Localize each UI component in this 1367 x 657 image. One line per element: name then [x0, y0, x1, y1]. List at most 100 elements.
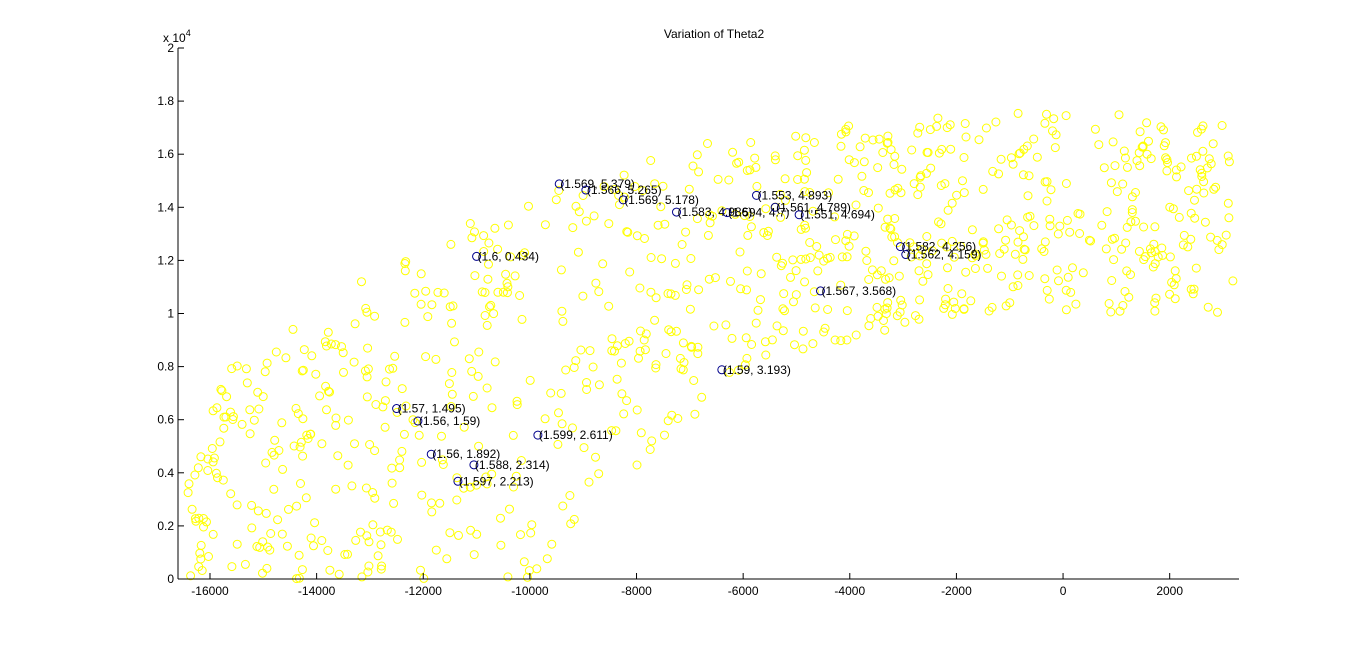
- yellow-point: [1159, 141, 1169, 151]
- yellow-point: [805, 188, 815, 197]
- yellow-point: [191, 516, 201, 526]
- yellow-point: [569, 363, 579, 372]
- yellow-point: [211, 468, 221, 478]
- yellow-point: [632, 405, 642, 415]
- yellow-point: [362, 392, 372, 402]
- annotated-point: [554, 179, 564, 189]
- yellow-point: [582, 385, 592, 394]
- yellow-point: [1157, 243, 1167, 253]
- yellow-point: [565, 491, 575, 500]
- yellow-point: [1090, 124, 1100, 134]
- yellow-point: [650, 179, 660, 189]
- yellow-point: [981, 249, 991, 259]
- yellow-point: [793, 151, 803, 161]
- yellow-point: [397, 446, 407, 456]
- yellow-point: [622, 396, 632, 406]
- yellow-point: [437, 431, 446, 441]
- yellow-point: [660, 219, 670, 229]
- yellow-point: [215, 437, 225, 447]
- yellow-point: [970, 264, 980, 273]
- yellow-point: [1217, 121, 1227, 130]
- yellow-point: [473, 371, 483, 381]
- yellow-point: [452, 473, 462, 483]
- yellow-point: [999, 244, 1009, 254]
- yellow-point: [467, 233, 477, 243]
- yellow-point: [1106, 307, 1116, 317]
- yellow-point: [1025, 211, 1035, 221]
- yellow-point: [801, 133, 811, 143]
- yellow-point: [612, 374, 622, 384]
- yellow-point: [368, 488, 378, 497]
- yellow-point: [1115, 306, 1125, 316]
- yellow-point: [830, 212, 840, 222]
- yellow-point: [594, 380, 604, 390]
- yellow-point: [190, 470, 200, 480]
- yellow-point: [690, 409, 700, 419]
- yellow-point: [686, 341, 696, 351]
- yellow-point: [994, 169, 1004, 179]
- yellow-point: [331, 340, 340, 350]
- yellow-point: [645, 445, 655, 454]
- yellow-point: [503, 572, 513, 582]
- yellow-point: [1050, 143, 1060, 153]
- yellow-point: [959, 304, 969, 314]
- yellow-point: [294, 573, 304, 583]
- yellow-point: [1094, 140, 1104, 150]
- yellow-point: [479, 231, 489, 241]
- yellow-point: [1023, 191, 1033, 201]
- yellow-point: [995, 249, 1005, 258]
- yellow-point: [1108, 137, 1118, 147]
- yellow-point: [1062, 215, 1072, 225]
- yellow-point: [689, 376, 699, 385]
- yellow-point: [459, 483, 469, 493]
- yellow-point: [183, 488, 193, 498]
- yellow-point: [657, 254, 667, 264]
- yellow-point: [873, 311, 883, 321]
- yellow-point: [370, 493, 380, 503]
- yellow-point: [713, 174, 723, 184]
- annotated-point: [413, 416, 423, 426]
- yellow-point: [416, 299, 426, 309]
- yellow-point: [1193, 127, 1202, 137]
- yellow-point: [947, 309, 957, 319]
- yellow-point: [971, 251, 980, 261]
- yellow-point: [640, 345, 650, 355]
- yellow-point: [1190, 195, 1199, 205]
- yellow-point: [581, 216, 591, 226]
- yellow-point: [1040, 237, 1050, 247]
- yellow-point: [922, 232, 932, 241]
- yellow-point: [438, 460, 448, 469]
- yellow-point: [651, 363, 661, 373]
- yellow-point: [909, 242, 919, 252]
- yellow-point: [442, 554, 452, 564]
- yellow-point: [960, 119, 970, 128]
- yellow-point: [566, 519, 576, 529]
- yellow-point: [896, 188, 906, 198]
- yellow-point: [347, 481, 357, 491]
- yellow-point: [926, 163, 936, 173]
- yellow-point: [512, 400, 522, 410]
- point-label: (1.583, 4.986): [678, 205, 753, 219]
- yellow-point: [1110, 233, 1120, 243]
- yellow-point: [1127, 205, 1137, 215]
- annotated-point: [469, 460, 479, 470]
- yellow-point: [450, 337, 459, 347]
- yellow-point: [1156, 122, 1166, 132]
- yellow-point: [1211, 182, 1221, 192]
- x-tick-label: -12000: [405, 584, 443, 598]
- yellow-point: [762, 231, 772, 240]
- yellow-point: [278, 464, 288, 474]
- yellow-point: [242, 378, 252, 388]
- yellow-point: [1203, 302, 1213, 312]
- yellow-point: [502, 278, 512, 288]
- yellow-point: [763, 226, 773, 236]
- yellow-point: [933, 113, 943, 123]
- yellow-point: [672, 326, 681, 336]
- yellow-point: [493, 244, 503, 254]
- yellow-point: [881, 309, 891, 319]
- yellow-point: [867, 265, 877, 275]
- yellow-point: [448, 301, 458, 311]
- yellow-point: [400, 317, 410, 327]
- yellow-point: [306, 429, 316, 439]
- yellow-point: [423, 312, 433, 322]
